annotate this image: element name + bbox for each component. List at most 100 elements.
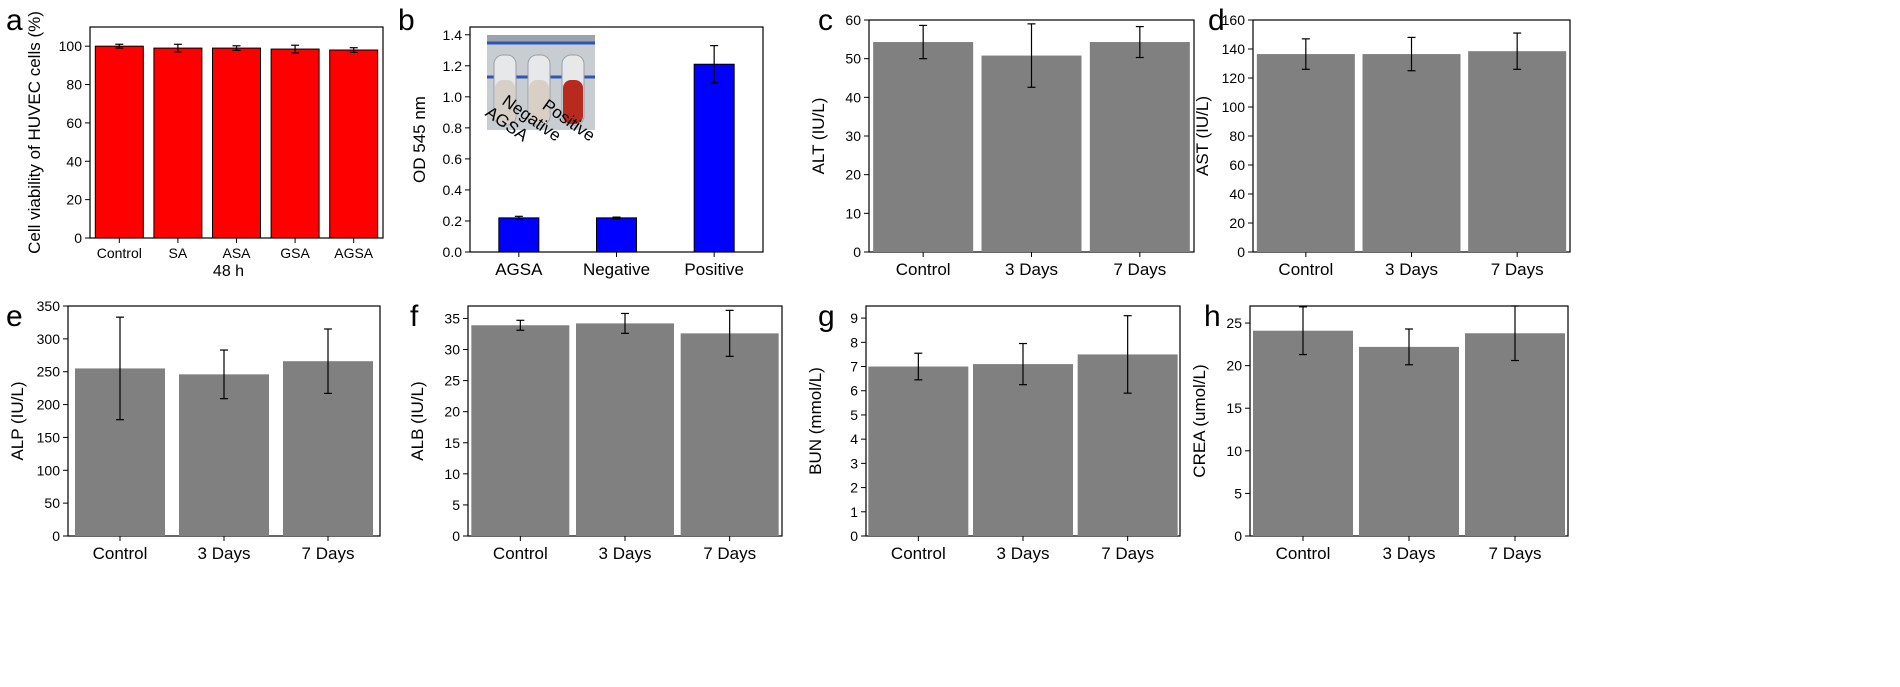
x-tick-label: 7 Days xyxy=(1113,260,1166,279)
y-tick-label: 20 xyxy=(845,167,861,183)
bar-7-days xyxy=(680,333,779,536)
chart-panel-h: h 0 5 10 15 20 25 CREA (umol/L) Control 3 Days 7 D… xyxy=(1190,300,1569,563)
chart-panel-a: a 0 20 40 60 80 100 Cell viability of HUVEC cel… xyxy=(6,4,384,280)
panel-letter-c: c xyxy=(818,4,833,37)
y-tick-label: 7 xyxy=(850,359,858,375)
bar-sa xyxy=(153,47,203,239)
y-tick-label: 1 xyxy=(850,504,858,520)
y-tick-label: 140 xyxy=(1222,41,1246,57)
tube-liquid xyxy=(529,80,549,124)
y-tick-label: 5 xyxy=(1234,485,1242,501)
y-tick-label: 60 xyxy=(845,12,861,28)
bar-negative xyxy=(596,217,637,253)
y-tick-label: 1.0 xyxy=(443,89,463,105)
x-tick-label: ASA xyxy=(222,245,251,261)
y-tick-label: 0.8 xyxy=(443,120,463,136)
y-tick-label: 160 xyxy=(1222,12,1246,28)
x-tick-label: GSA xyxy=(280,245,310,261)
bar-3-days xyxy=(1362,54,1461,253)
y-tick-label: 5 xyxy=(452,497,460,513)
y-tick-label: 0 xyxy=(1237,244,1245,260)
y-tick-label: 1.4 xyxy=(443,27,463,43)
x-tick-label: 3 Days xyxy=(997,544,1050,563)
y-tick-label: 4 xyxy=(850,431,858,447)
bar-control xyxy=(471,325,570,536)
x-tick-label: 7 Days xyxy=(1489,544,1542,563)
bar-agsa xyxy=(498,217,540,253)
chart-panel-d: d 0 20 40 60 80 100 120 140 160 AST (IU/L) Control 3… xyxy=(1193,4,1571,279)
y-tick-label: 350 xyxy=(37,298,61,314)
y-tick-label: 40 xyxy=(66,153,82,169)
x-tick-label: 7 Days xyxy=(1491,260,1544,279)
panel-letter-a: a xyxy=(6,4,23,37)
panel-letter-g: g xyxy=(818,300,835,333)
x-tick-label: AGSA xyxy=(334,245,374,261)
y-tick-label: 5 xyxy=(850,407,858,423)
y-axis-label: ALT (IU/L) xyxy=(809,98,828,175)
x-tick-label: 3 Days xyxy=(1005,260,1058,279)
bar-3-days xyxy=(179,374,269,536)
chart-panel-e: e 0 50 100 150 200 250 300 350 ALP (IU/L) Control 3… xyxy=(6,298,381,563)
chart-panel-g: g 0 1 2 3 4 5 6 7 8 9 BUN (mmol/L) Control 3 Days 7 Da… xyxy=(806,300,1181,563)
bar-7-days xyxy=(1468,51,1567,252)
y-tick-label: 6 xyxy=(850,383,858,399)
bar-control xyxy=(868,366,969,536)
y-tick-label: 50 xyxy=(845,51,861,67)
tube-liquid xyxy=(563,80,583,124)
y-tick-label: 3 xyxy=(850,455,858,471)
y-tick-label: 8 xyxy=(850,334,858,350)
y-tick-label: 0 xyxy=(850,528,858,544)
x-tick-label: 7 Days xyxy=(1101,544,1154,563)
x-tick-label: 3 Days xyxy=(599,544,652,563)
x-tick-label: Control xyxy=(493,544,548,563)
y-tick-label: 300 xyxy=(37,331,61,347)
y-tick-label: 150 xyxy=(37,429,61,445)
y-tick-label: 80 xyxy=(66,77,82,93)
x-tick-label: Control xyxy=(97,245,142,261)
x-tick-label: Positive xyxy=(684,260,744,279)
x-tick-label: Control xyxy=(1278,260,1333,279)
bar-7-days xyxy=(1465,333,1565,536)
x-tick-label: 7 Days xyxy=(302,544,355,563)
x-tick-label: Control xyxy=(1276,544,1331,563)
y-tick-label: 0 xyxy=(853,244,861,260)
bar-asa xyxy=(212,47,261,239)
y-axis-label: Cell viability of HUVEC cells (%) xyxy=(25,11,44,254)
y-tick-label: 15 xyxy=(1226,400,1242,416)
x-tick-label: Control xyxy=(891,544,946,563)
bar-positive xyxy=(693,63,735,253)
x-tick-label: Control xyxy=(93,544,148,563)
y-tick-label: 9 xyxy=(850,310,858,326)
y-axis-label: ALP (IU/L) xyxy=(8,381,27,460)
y-tick-label: 0 xyxy=(52,528,60,544)
y-tick-label: 15 xyxy=(444,435,460,451)
y-axis-label: ALB (IU/L) xyxy=(408,381,427,460)
y-tick-label: 0.0 xyxy=(443,244,463,260)
panel-letter-h: h xyxy=(1204,300,1221,333)
y-tick-label: 0.6 xyxy=(443,151,463,167)
y-tick-label: 20 xyxy=(66,192,82,208)
x-tick-label: Negative xyxy=(583,260,650,279)
bar-gsa xyxy=(270,48,320,239)
y-tick-label: 200 xyxy=(37,397,61,413)
bar-3-days xyxy=(981,55,1082,252)
panel-letter-b: b xyxy=(398,4,415,37)
bar-control xyxy=(873,42,974,252)
bar-3-days xyxy=(1359,346,1459,536)
y-tick-label: 60 xyxy=(66,115,82,131)
panel-letter-e: e xyxy=(6,300,23,333)
tube-liquid xyxy=(495,80,515,124)
x-tick-label: 3 Days xyxy=(1383,544,1436,563)
y-tick-label: 0 xyxy=(1234,528,1242,544)
y-tick-label: 10 xyxy=(1226,443,1242,459)
y-tick-label: 100 xyxy=(59,38,83,54)
y-tick-label: 0 xyxy=(452,528,460,544)
y-tick-label: 40 xyxy=(845,89,861,105)
chart-panel-f: f 0 5 10 15 20 25 30 35 ALB (IU/L) Control 3 Days 7 … xyxy=(408,300,783,563)
y-tick-label: 0.2 xyxy=(443,213,463,229)
y-tick-label: 25 xyxy=(444,373,460,389)
y-axis-label: CREA (umol/L) xyxy=(1190,364,1209,477)
y-tick-label: 1.2 xyxy=(443,58,463,74)
y-tick-label: 10 xyxy=(444,466,460,482)
